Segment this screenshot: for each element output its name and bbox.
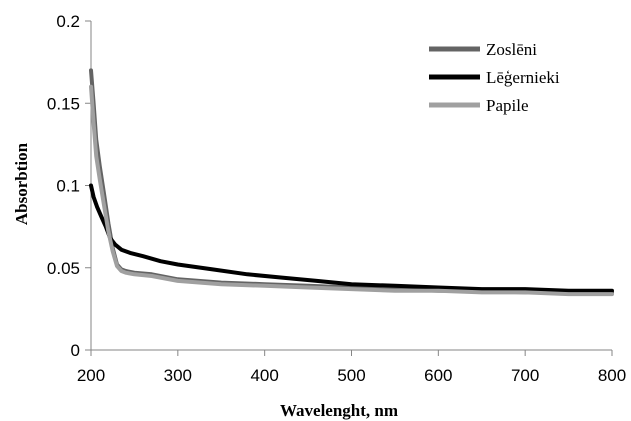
x-tick-label: 700 <box>511 366 539 385</box>
legend-label: Zoslēni <box>486 40 537 59</box>
x-tick-label: 600 <box>424 366 452 385</box>
series-layer <box>89 68 614 297</box>
axes: 0 0.05 0.1 0.15 0.2 200 300 400 500 600 700 800 <box>47 12 626 385</box>
x-tick-label: 800 <box>598 366 626 385</box>
legend: Zoslēni Lēģernieki Papile <box>429 40 560 115</box>
legend-label: Papile <box>486 96 529 115</box>
series-line-1 <box>89 68 614 295</box>
legend-label: Lēģernieki <box>486 68 560 87</box>
x-tick-label: 500 <box>337 366 365 385</box>
y-axis-title: Absorbtion <box>12 142 31 225</box>
y-tick-label: 0.05 <box>47 259 80 278</box>
y-tick-label: 0.1 <box>56 177 80 196</box>
x-tick-label: 400 <box>250 366 278 385</box>
series-line-2 <box>89 183 614 293</box>
x-tick-label: 200 <box>77 366 105 385</box>
y-tick-label: 0.2 <box>56 12 80 31</box>
x-axis-title: Wavelenght, nm <box>280 401 398 420</box>
x-tick-label: 300 <box>164 366 192 385</box>
series-line-3 <box>89 84 614 297</box>
y-tick-label: 0 <box>71 341 80 360</box>
y-tick-label: 0.15 <box>47 94 80 113</box>
